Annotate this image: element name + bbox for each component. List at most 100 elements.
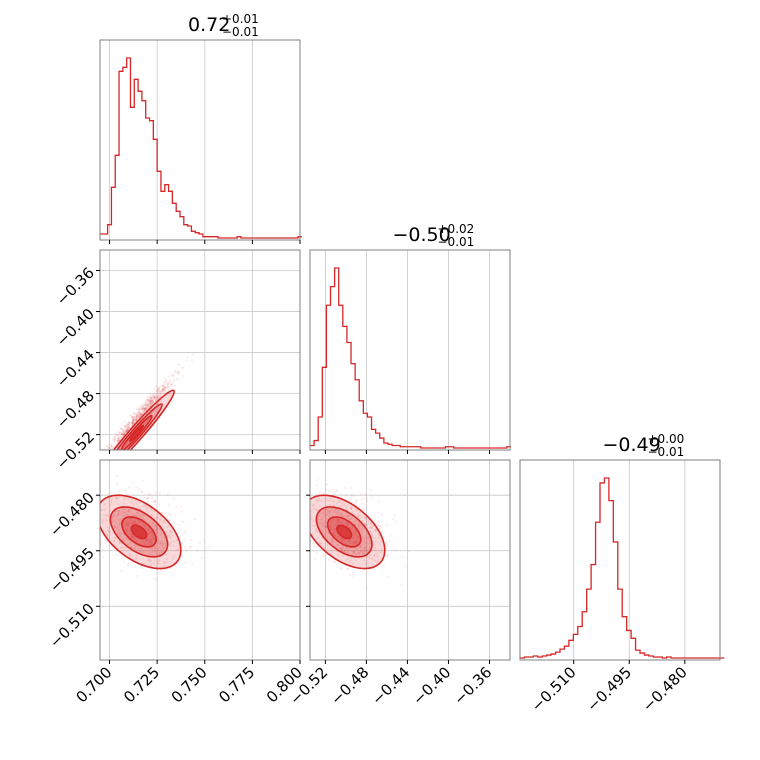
sample-point [166, 383, 169, 386]
sample-point [106, 453, 108, 455]
sample-point [154, 398, 157, 401]
sample-point [301, 518, 303, 520]
sample-point [145, 407, 148, 410]
sample-point [344, 506, 348, 510]
sample-point [131, 422, 134, 425]
sample-point [102, 514, 105, 517]
sample-point [115, 474, 118, 477]
sample-point [143, 497, 146, 500]
sample-point [114, 437, 117, 440]
sample-point [318, 491, 321, 494]
sample-point [317, 536, 320, 539]
sample-point [359, 546, 362, 549]
sample-point [176, 377, 179, 380]
sample-point [123, 432, 126, 435]
sample-point [117, 440, 120, 443]
sample-point [143, 408, 146, 411]
sample-point [101, 520, 104, 524]
sample-point [158, 492, 161, 495]
sample-point [128, 510, 131, 513]
sample-point [354, 554, 358, 557]
sample-point [375, 552, 378, 555]
sample-point [160, 540, 163, 543]
sample-point [85, 469, 87, 471]
sample-point [138, 409, 141, 413]
sample-point [147, 529, 150, 532]
sample-point [161, 385, 164, 388]
sample-point [170, 383, 173, 386]
sample-point [150, 537, 153, 540]
sample-point [130, 521, 134, 524]
sample-point [325, 483, 329, 486]
sample-point [321, 518, 324, 522]
sample-point [348, 514, 351, 517]
sample-point [327, 510, 330, 513]
sample-point [322, 512, 326, 515]
sample-point [352, 557, 355, 560]
sample-point [125, 430, 128, 433]
sample-point [143, 407, 147, 410]
sample-point [150, 531, 153, 534]
sample-point [324, 488, 327, 491]
sample-point [162, 512, 165, 515]
sample-point [116, 439, 119, 442]
sample-point [354, 530, 357, 534]
sample-point [116, 439, 119, 442]
sample-point [107, 451, 109, 453]
sample-point [169, 384, 172, 387]
sample-point [134, 419, 137, 422]
sample-point [313, 524, 317, 528]
sample-point [164, 386, 167, 389]
sample-point [354, 519, 357, 522]
sample-point [351, 520, 354, 524]
sample-point [361, 551, 365, 555]
sample-point [141, 518, 144, 521]
sample-point [173, 380, 176, 383]
sample-point [113, 435, 116, 439]
sample-point [107, 492, 110, 495]
sample-point [121, 546, 124, 550]
sample-point [349, 560, 352, 563]
sample-point [173, 378, 176, 381]
sample-point [114, 496, 117, 499]
sample-point [372, 536, 375, 540]
sample-point [120, 427, 123, 430]
sample-point [154, 491, 157, 494]
sample-point [130, 508, 133, 511]
sample-point [151, 523, 154, 526]
sample-point [128, 518, 131, 521]
sample-point [129, 545, 133, 548]
sample-point [158, 518, 161, 521]
sample-point [96, 503, 98, 505]
sample-point [389, 540, 392, 543]
sample-point [131, 522, 134, 525]
sample-point [325, 526, 328, 529]
sample-point [127, 523, 131, 526]
sample-point [163, 561, 166, 564]
sample-point [168, 381, 171, 384]
sample-point [158, 528, 162, 531]
sample-point [140, 413, 143, 416]
sample-point [124, 430, 127, 433]
sample-point [146, 398, 149, 401]
sample-point [121, 430, 125, 433]
sample-point [357, 522, 360, 525]
sample-point [153, 545, 157, 548]
sample-point [350, 506, 353, 509]
sample-point [113, 435, 116, 438]
sample-point [149, 399, 152, 402]
sample-point [127, 423, 130, 426]
sample-point [394, 548, 397, 552]
sample-point [355, 531, 358, 534]
sample-point [368, 555, 371, 558]
sample-point [329, 529, 332, 532]
sample-point [112, 438, 115, 441]
sample-point [134, 418, 137, 421]
sample-point [161, 388, 164, 391]
sample-point [158, 552, 161, 556]
sample-point [195, 549, 198, 552]
sample-point [155, 528, 158, 531]
sample-point [153, 517, 157, 520]
sample-point [120, 436, 123, 439]
sample-point [105, 451, 107, 453]
